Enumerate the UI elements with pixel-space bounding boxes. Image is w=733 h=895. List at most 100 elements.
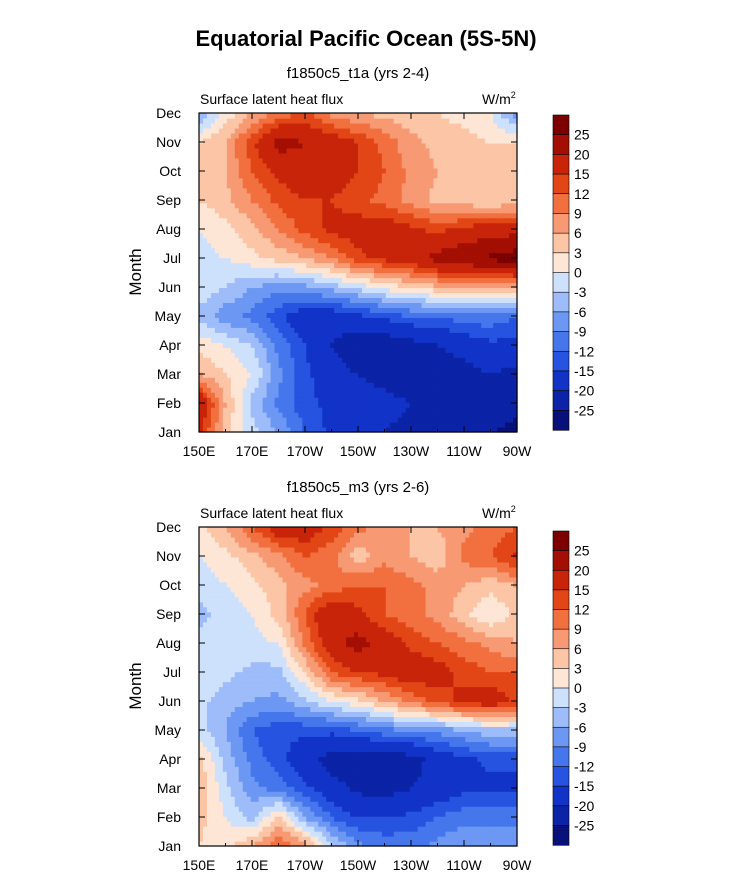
field-cell [405,402,411,408]
field-cell [493,247,498,254]
field-cell [505,267,510,274]
field-cell [334,297,339,303]
field-cell [513,422,518,428]
field-cell [318,427,323,433]
field-cell [298,377,303,383]
field-cell [365,367,371,373]
field-cell [401,387,407,393]
field-cell [242,427,248,433]
field-cell [377,387,383,393]
field-cell [270,407,276,413]
field-cell [429,272,435,279]
field-cell [342,192,347,199]
field-cell [230,252,236,259]
field-cell [485,247,490,254]
field-cell [405,257,411,264]
field-cell [306,422,311,428]
field-cell [449,137,455,144]
field-cell [302,372,307,378]
field-cell [457,217,462,224]
field-cell [202,282,208,289]
field-cell [433,227,439,234]
field-cell [389,277,395,284]
field-cell [310,347,315,353]
field-cell [437,362,443,368]
field-cell [401,357,407,363]
field-cell [330,277,335,284]
field-cell [421,242,427,249]
field-cell [266,347,272,353]
field-cell [242,182,248,189]
field-cell [346,332,351,338]
field-cell [214,147,220,154]
field-cell [334,292,339,299]
field-cell [509,172,514,179]
field-cell [294,167,299,174]
field-cell [425,217,431,224]
field-cell [306,312,311,318]
field-cell [246,242,252,249]
field-cell [421,312,427,318]
field-cell [441,212,447,219]
field-cell [505,382,510,388]
field-cell [393,372,399,378]
field-cell [437,402,443,408]
field-cell [501,132,506,139]
field-cell [469,407,474,413]
field-cell [361,222,367,229]
field-cell [429,312,435,318]
field-cell [389,147,395,154]
field-cell [437,157,443,164]
field-cell [509,272,514,279]
field-cell [266,132,272,139]
field-cell [433,342,439,348]
field-cell [445,377,451,383]
field-cell [302,137,307,144]
field-cell [250,372,256,378]
field-cell [429,262,435,269]
field-cell [202,357,208,363]
field-cell [270,237,276,244]
field-cell [393,132,399,139]
field-cell [373,382,379,388]
field-cell [437,162,443,169]
field-cell [250,157,256,164]
field-cell [314,157,319,164]
field-cell [465,357,470,363]
field-cell [202,212,208,219]
field-cell [481,202,486,209]
field-cell [206,192,212,199]
field-cell [473,302,478,308]
field-cell [354,377,359,383]
field-cell [334,312,339,318]
field-cell [513,247,518,254]
field-cell [437,372,443,378]
field-cell [433,177,439,184]
field-cell [505,277,510,284]
field-cell [413,167,419,174]
field-cell [258,382,264,388]
field-cell [266,157,272,164]
field-cell [453,262,458,269]
field-cell [409,167,415,174]
field-cell [330,382,335,388]
field-cell [449,162,455,169]
field-cell [409,422,415,428]
field-cell [457,147,462,154]
field-cell [226,127,232,134]
field-cell [302,277,307,284]
field-cell [298,267,303,274]
field-cell [258,357,264,363]
field-cell [361,157,367,164]
field-cell [485,332,490,338]
field-cell [210,292,216,299]
field-cell [373,242,379,249]
field-cell [497,192,502,199]
field-cell [397,127,403,134]
field-cell [437,352,443,358]
field-cell [361,302,367,308]
field-cell [270,422,276,428]
field-cell [513,192,518,199]
field-cell [461,322,466,328]
field-cell [230,272,236,279]
